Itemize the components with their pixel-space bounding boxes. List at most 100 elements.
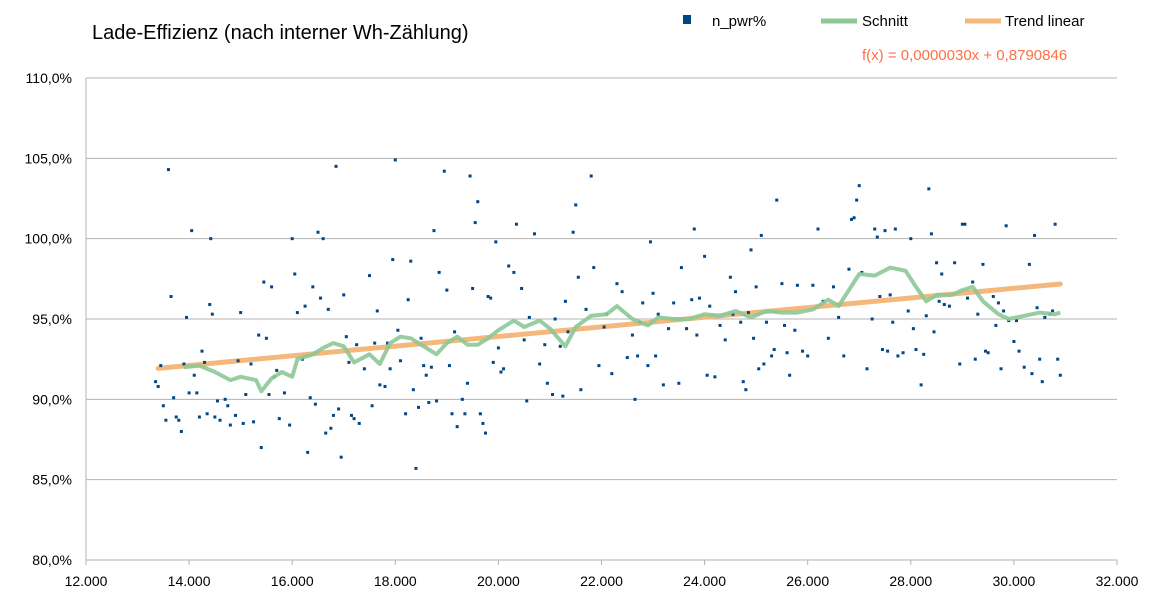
data-point	[262, 280, 266, 284]
legend: n_pwr% Schnitt Trend linear	[683, 13, 1084, 30]
data-point	[880, 348, 884, 352]
data-point	[793, 328, 797, 332]
data-point	[785, 351, 789, 355]
data-point	[355, 343, 359, 347]
data-point	[514, 222, 518, 226]
data-point	[357, 421, 361, 425]
data-point	[999, 367, 1003, 371]
data-point	[156, 384, 160, 388]
data-point	[172, 396, 176, 400]
data-point	[976, 312, 980, 316]
data-point	[870, 317, 874, 321]
data-point	[195, 391, 199, 395]
data-point	[891, 320, 895, 324]
data-point	[1033, 233, 1037, 237]
data-point	[971, 280, 975, 284]
data-point	[842, 354, 846, 358]
data-point	[1012, 339, 1016, 343]
data-point	[852, 216, 856, 220]
chart-title: Lade-Effizienz (nach interner Wh-Zählung…	[92, 22, 468, 44]
data-point	[169, 295, 173, 299]
data-point	[259, 446, 263, 450]
legend-label-schnitt: Schnitt	[862, 13, 909, 30]
data-point	[473, 221, 477, 225]
data-point	[909, 237, 913, 241]
x-tick-label: 22.000	[580, 573, 623, 589]
data-point	[409, 259, 413, 263]
data-point	[257, 333, 261, 337]
x-tick-label: 32.000	[1096, 573, 1139, 589]
data-point	[911, 327, 915, 331]
data-point	[375, 309, 379, 313]
data-point	[633, 397, 637, 401]
data-point	[806, 354, 810, 358]
data-point	[476, 200, 480, 204]
data-point	[432, 229, 436, 233]
data-point	[589, 174, 593, 178]
data-point	[762, 362, 766, 366]
data-point	[1004, 224, 1008, 228]
data-point	[228, 423, 232, 427]
data-point	[200, 349, 204, 353]
data-point	[615, 282, 619, 286]
data-point	[197, 415, 201, 419]
data-point	[991, 295, 995, 299]
x-tick-label: 30.000	[992, 573, 1035, 589]
data-point	[337, 407, 341, 411]
data-point	[901, 351, 905, 355]
data-point	[213, 415, 217, 419]
data-point	[924, 314, 928, 318]
data-point	[252, 420, 256, 424]
data-point	[209, 237, 213, 241]
y-tick-label: 100,0%	[25, 231, 72, 247]
y-tick-label: 95,0%	[32, 311, 72, 327]
data-point	[942, 303, 946, 307]
x-tick-label: 24.000	[683, 573, 726, 589]
data-point	[973, 357, 977, 361]
data-point	[406, 298, 410, 302]
data-point	[527, 315, 531, 319]
y-tick-label: 90,0%	[32, 391, 72, 407]
data-point	[174, 415, 178, 419]
data-point	[837, 315, 841, 319]
x-tick-label: 26.000	[786, 573, 829, 589]
data-point	[185, 315, 189, 319]
data-point	[563, 299, 567, 303]
data-point	[960, 222, 964, 226]
data-point	[1022, 365, 1026, 369]
data-point	[865, 367, 869, 371]
y-tick-label: 105,0%	[25, 150, 72, 166]
data-point	[437, 270, 441, 274]
data-point	[826, 336, 830, 340]
data-point	[512, 270, 516, 274]
x-tick-label: 18.000	[374, 573, 417, 589]
data-point	[579, 388, 583, 392]
data-point	[1058, 373, 1062, 377]
data-point	[661, 383, 665, 387]
data-point	[543, 343, 547, 347]
data-point	[190, 229, 194, 233]
data-point	[481, 421, 485, 425]
data-point	[468, 174, 472, 178]
data-point	[932, 330, 936, 334]
data-point	[303, 304, 307, 308]
data-point	[741, 380, 745, 384]
data-point	[460, 397, 464, 401]
data-point	[759, 233, 763, 237]
data-point	[886, 349, 890, 353]
data-point	[362, 367, 366, 371]
data-point	[324, 431, 328, 435]
data-point	[651, 291, 655, 295]
data-point	[927, 187, 931, 191]
data-point	[447, 364, 451, 368]
data-point	[499, 370, 503, 374]
data-point	[416, 405, 420, 409]
data-point	[1014, 319, 1018, 323]
data-point	[584, 307, 588, 311]
data-point	[161, 404, 165, 408]
data-point	[264, 336, 268, 340]
data-point	[205, 412, 209, 416]
data-point	[218, 418, 222, 422]
data-point	[801, 349, 805, 353]
data-point	[1053, 222, 1057, 226]
